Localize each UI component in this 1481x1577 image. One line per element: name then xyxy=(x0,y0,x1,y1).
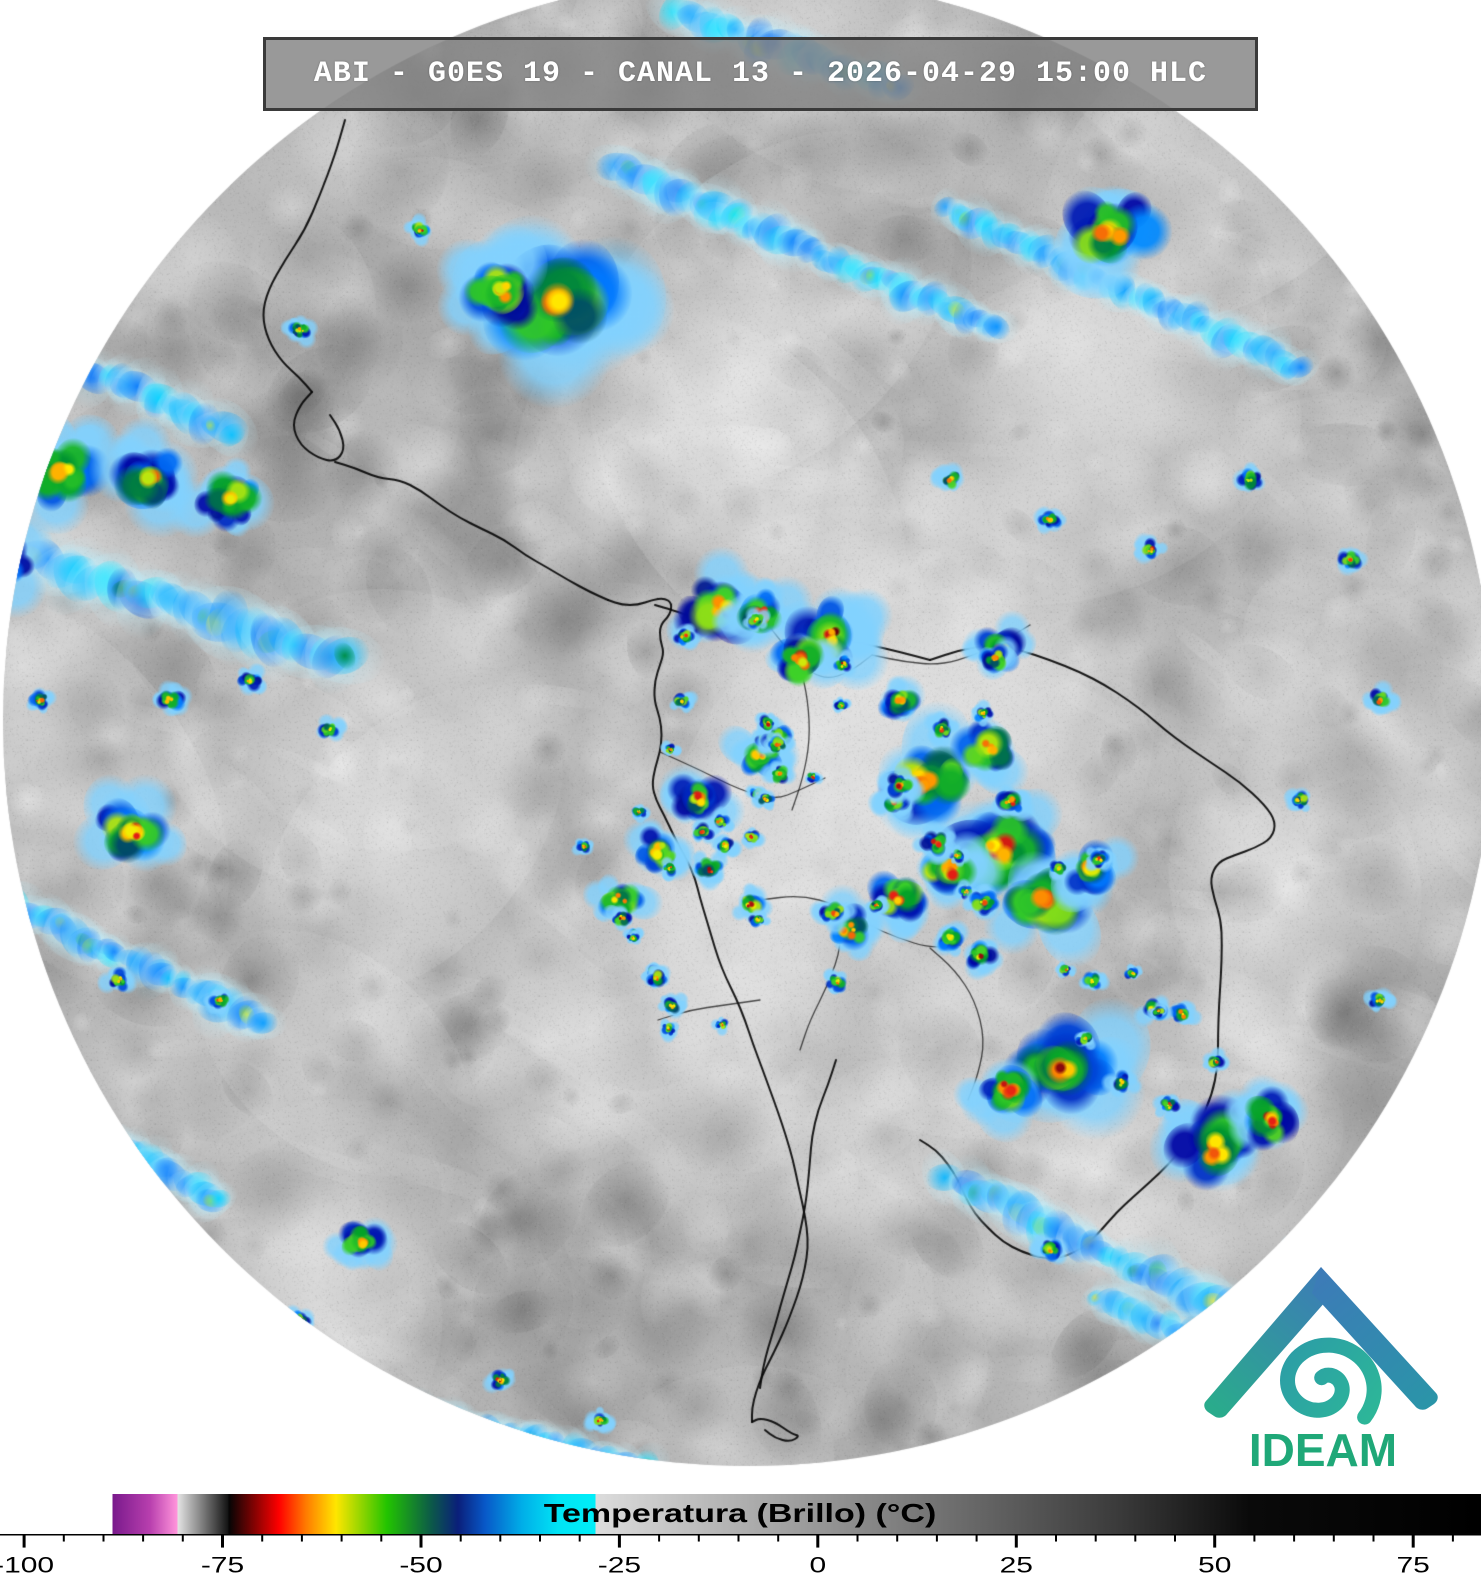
svg-text:Temperatura (Brillo) (°C): Temperatura (Brillo) (°C) xyxy=(544,1500,937,1528)
svg-text:50: 50 xyxy=(1198,1552,1231,1577)
svg-text:0: 0 xyxy=(809,1552,826,1577)
svg-text:75: 75 xyxy=(1397,1552,1430,1577)
svg-text:IDEAM: IDEAM xyxy=(1249,1424,1397,1473)
svg-text:-50: -50 xyxy=(399,1552,442,1577)
svg-text:-25: -25 xyxy=(598,1552,641,1577)
svg-text:-75: -75 xyxy=(201,1552,244,1577)
svg-text:-100: -100 xyxy=(0,1552,54,1577)
svg-text:25: 25 xyxy=(1000,1552,1033,1577)
